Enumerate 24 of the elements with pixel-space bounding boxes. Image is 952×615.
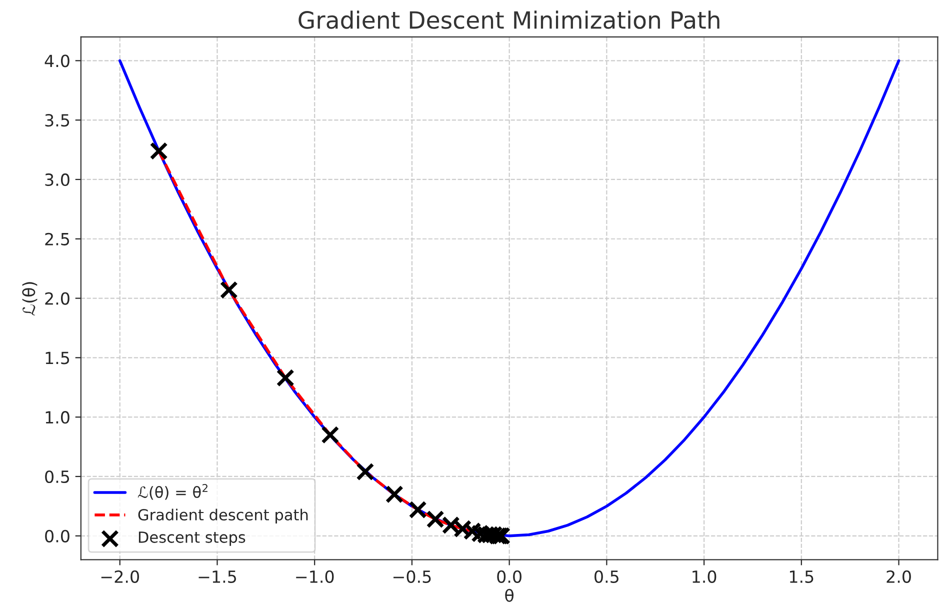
legend-label: Gradient descent path <box>138 508 308 524</box>
x-tick-label: −1.0 <box>296 570 334 583</box>
x-tick-label: −2.0 <box>101 570 139 583</box>
y-tick-label: 3.0 <box>45 173 70 186</box>
y-tick-label: 2.5 <box>45 232 70 246</box>
legend-label: ℒ(θ) = θ$^{2}$ <box>138 484 208 500</box>
chart-title: Gradient Descent Minimization Path <box>298 10 720 29</box>
y-tick-label: 0.5 <box>45 470 70 484</box>
y-axis-title: ℒ(θ) <box>22 282 38 316</box>
y-tick-label: 0.0 <box>45 530 70 542</box>
y-tick-label: 1.5 <box>46 352 70 364</box>
y-tick-label: 2.0 <box>45 292 70 305</box>
y-tick-label: 1.0 <box>46 411 70 424</box>
x-tick-label: 1.5 <box>790 570 814 583</box>
x-tick-label: 0.5 <box>594 570 618 583</box>
x-tick-label: 2.0 <box>886 570 911 583</box>
x-tick-label: −0.5 <box>393 570 431 583</box>
x-tick-label: 1.0 <box>692 570 716 583</box>
y-tick-label: 3.5 <box>45 114 70 127</box>
x-axis-title: θ <box>505 588 514 602</box>
x-tick-label: 0.0 <box>497 570 522 583</box>
y-tick-label: 4.0 <box>44 54 70 68</box>
legend-label: Descent steps <box>138 532 246 546</box>
x-tick-label: −1.5 <box>198 570 236 583</box>
